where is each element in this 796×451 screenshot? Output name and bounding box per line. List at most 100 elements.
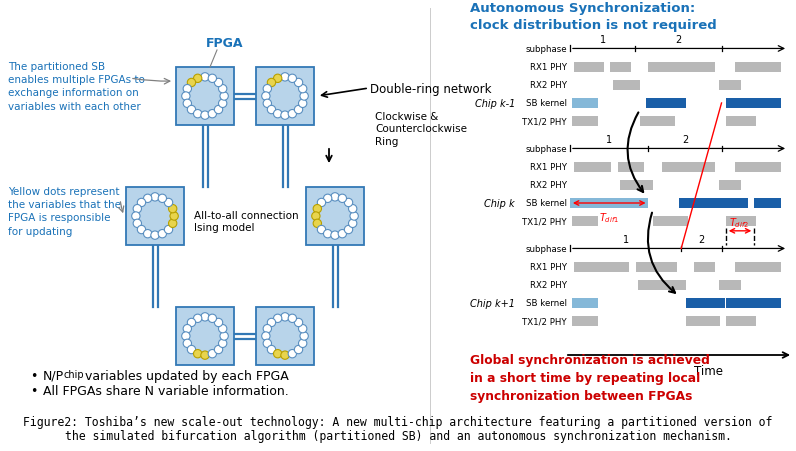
Circle shape [137,199,146,207]
Bar [720,180,741,190]
Bar [306,188,364,245]
Circle shape [338,195,346,203]
Circle shape [193,314,202,323]
Bar [720,280,741,290]
Text: $T_{dif1}$: $T_{dif1}$ [599,211,619,224]
Circle shape [349,220,357,228]
Bar [572,317,599,327]
Bar [661,162,715,172]
Bar [649,63,715,73]
Circle shape [313,205,322,213]
Bar [618,162,644,172]
Circle shape [219,340,227,348]
Circle shape [281,112,289,120]
Text: subphase: subphase [525,145,567,154]
Circle shape [208,75,217,83]
Text: the simulated bifurcation algorithm (partitioned SB) and an autonomous synchroni: the simulated bifurcation algorithm (par… [64,429,732,442]
Circle shape [295,79,302,87]
Circle shape [262,92,270,101]
Text: SB kernel: SB kernel [526,99,567,108]
Circle shape [295,345,302,354]
Circle shape [208,110,217,119]
Text: All FPGAs share N variable information.: All FPGAs share N variable information. [43,384,289,397]
Circle shape [208,350,217,358]
Circle shape [181,332,190,341]
Circle shape [201,313,209,321]
Text: $T_{dif2}$: $T_{dif2}$ [729,216,749,229]
Circle shape [281,313,289,321]
Circle shape [150,231,159,240]
Text: TX1/2 PHY: TX1/2 PHY [522,217,567,226]
Circle shape [183,85,192,94]
Bar [640,117,675,127]
Text: 1: 1 [599,35,606,46]
Bar [620,180,653,190]
Bar [638,280,685,290]
Circle shape [164,226,173,234]
Circle shape [318,199,326,207]
Circle shape [183,325,192,333]
Circle shape [267,79,275,87]
Circle shape [158,230,166,238]
Circle shape [274,110,282,119]
Bar [572,216,599,227]
Circle shape [295,106,302,115]
Text: SB kernel: SB kernel [526,299,567,308]
Circle shape [181,92,190,101]
Circle shape [263,85,271,94]
Circle shape [187,318,196,327]
Circle shape [274,314,282,323]
Text: 2: 2 [682,135,688,145]
Circle shape [288,75,296,83]
Circle shape [345,199,353,207]
Text: 1: 1 [607,135,612,145]
Text: 2: 2 [675,35,681,46]
Circle shape [267,318,275,327]
Circle shape [300,332,308,341]
Bar [176,307,234,365]
Text: RX1 PHY: RX1 PHY [530,262,567,272]
Circle shape [187,79,196,87]
Circle shape [214,79,223,87]
Text: Global synchronization is achieved
in a short time by repeating local
synchroniz: Global synchronization is achieved in a … [470,353,710,402]
Bar [679,198,747,208]
Bar [256,307,314,365]
Circle shape [267,345,275,354]
Text: chip: chip [63,369,84,379]
Bar [726,299,782,308]
Circle shape [345,226,353,234]
Text: Chip k-1: Chip k-1 [474,99,515,109]
Circle shape [137,226,146,234]
Circle shape [214,345,223,354]
Circle shape [169,205,177,213]
Circle shape [133,220,142,228]
Circle shape [169,220,177,228]
Text: TX1/2 PHY: TX1/2 PHY [522,117,567,126]
Circle shape [214,106,223,115]
Circle shape [131,212,140,221]
Text: 1: 1 [622,235,629,245]
Circle shape [220,332,228,341]
Circle shape [193,350,202,358]
Text: FPGA: FPGA [206,37,244,50]
Circle shape [263,325,271,333]
Circle shape [298,325,307,333]
Text: N/P: N/P [43,369,64,382]
Circle shape [143,195,152,203]
Circle shape [201,351,209,359]
Bar [646,99,685,109]
Circle shape [187,106,196,115]
Text: RX1 PHY: RX1 PHY [530,163,567,172]
Circle shape [164,199,173,207]
Bar [685,317,720,327]
Circle shape [170,212,178,221]
Circle shape [312,212,320,221]
Text: TX1/2 PHY: TX1/2 PHY [522,317,567,326]
Circle shape [281,351,289,359]
Circle shape [274,350,282,358]
Circle shape [313,220,322,228]
Text: subphase: subphase [525,45,567,54]
Circle shape [295,318,302,327]
Circle shape [338,230,346,238]
Text: subphase: subphase [525,244,567,253]
